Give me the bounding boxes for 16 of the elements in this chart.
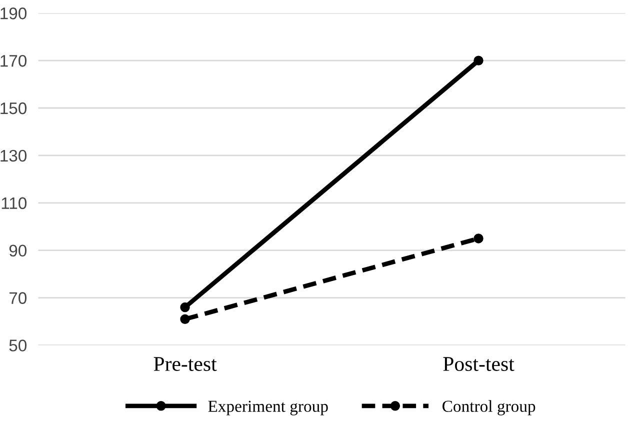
point xyxy=(474,56,484,66)
y-tick-label: 170 xyxy=(0,54,27,67)
y-tick-label: 130 xyxy=(0,150,27,162)
x-tick-label: Post-test xyxy=(443,357,514,372)
y-tick-label: 150 xyxy=(0,102,27,114)
legend-label: Control group xyxy=(442,400,536,416)
y-tick-label: 70 xyxy=(9,292,27,304)
x-tick-label: Pre-test xyxy=(154,357,217,372)
y-tick-label: 50 xyxy=(9,340,27,352)
point xyxy=(180,314,190,324)
point xyxy=(474,234,484,244)
point xyxy=(180,302,190,312)
y-tick-label: 190 xyxy=(0,8,27,20)
y-tick-label: 90 xyxy=(9,244,27,257)
legend-label: Experiment group xyxy=(208,400,328,416)
y-tick-label: 110 xyxy=(2,197,27,210)
